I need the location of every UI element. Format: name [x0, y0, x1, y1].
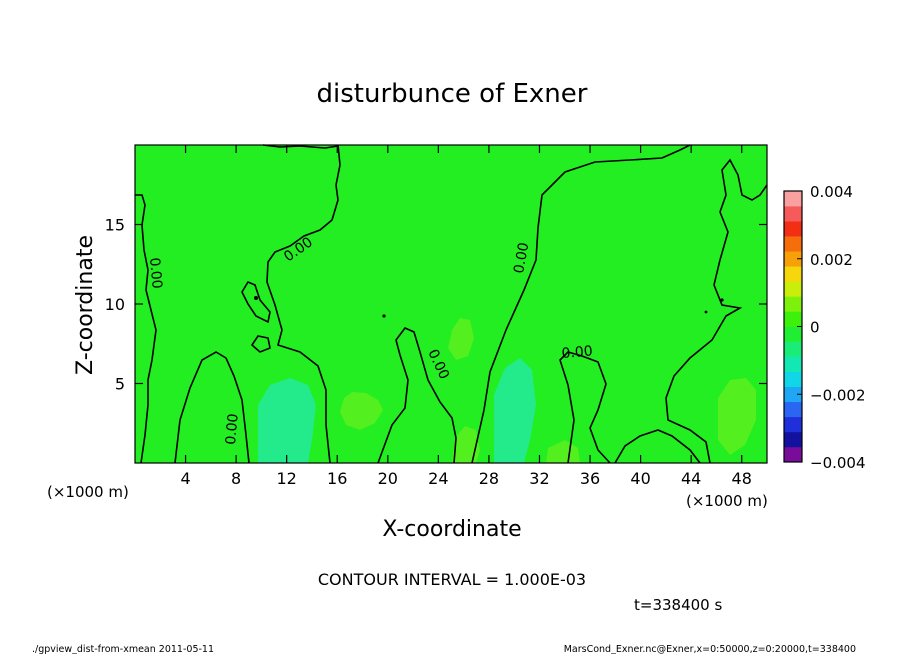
contour-line [266, 144, 341, 464]
colorbar-tick-label: −0.002 [810, 386, 866, 404]
colorbar-tick-label: 0 [810, 319, 820, 337]
y-tick-label: 15 [105, 216, 125, 235]
contour-line [174, 351, 250, 464]
colorbar-swatch [784, 356, 802, 372]
colorbar-swatch [784, 401, 802, 418]
x-unit-left: (×1000 m) [47, 483, 129, 501]
x-axis: 4 8 12 16 20 24 28 32 36 40 44 48 [180, 145, 752, 488]
colorbar-swatch [784, 281, 802, 297]
zero-contours [135, 144, 768, 464]
negative-patch [494, 358, 536, 463]
colorbar-swatch [784, 251, 802, 267]
colorbar-swatch [784, 386, 802, 403]
colorbar-swatch [784, 221, 802, 237]
colorbar-swatch [784, 206, 802, 222]
colorbar-tick-label: 0.002 [810, 251, 853, 269]
x-tick-label: 32 [529, 469, 549, 488]
speck [254, 296, 258, 300]
x-tick-label: 24 [428, 469, 448, 488]
colorbar-tick-label: −0.004 [810, 454, 866, 472]
y-tick-label: 5 [115, 375, 125, 394]
y-axis: 5 10 15 [105, 216, 767, 394]
positive-patch [718, 378, 756, 455]
x-tick-label: 40 [630, 469, 650, 488]
colorbar-swatch [784, 326, 802, 342]
colorbar-swatch [784, 416, 802, 433]
colorbar-swatch [784, 296, 802, 312]
field-background [135, 145, 767, 463]
contour-line [559, 351, 611, 464]
contour-line [614, 429, 701, 464]
x-tick-label: 28 [479, 469, 499, 488]
footer-left: ./gpview_dist-from-xmean 2011-05-11 [32, 644, 214, 654]
contour-line [665, 158, 768, 464]
x-tick-label: 20 [378, 469, 398, 488]
x-tick-label: 8 [231, 469, 241, 488]
x-tick-label: 44 [681, 469, 701, 488]
x-tick-label: 16 [327, 469, 347, 488]
positive-patches [340, 318, 756, 463]
negative-patch [258, 378, 316, 463]
positive-patch [452, 426, 480, 463]
x-unit-right: (×1000 m) [686, 492, 768, 510]
contour-label: 0.00 [223, 413, 242, 445]
contour-label: 0.00 [511, 241, 532, 274]
colorbar-swatch [784, 266, 802, 282]
contour-specks [254, 296, 724, 318]
positive-patch [448, 318, 474, 360]
chart-title: disturbunce of Exner [317, 79, 588, 109]
contour-line [377, 327, 457, 464]
speck [382, 314, 386, 318]
speck [720, 298, 724, 302]
y-axis-label: Z-coordinate [73, 235, 98, 375]
colorbar-swatch [784, 431, 802, 448]
speck [704, 310, 708, 314]
contour-line [471, 144, 691, 464]
colorbar-swatch [784, 191, 802, 207]
x-tick-label: 36 [580, 469, 600, 488]
contour-label: 0.00 [561, 343, 593, 362]
colorbar-swatch [784, 371, 802, 388]
colorbar-swatch [784, 311, 802, 327]
time-text: t=338400 s [634, 596, 722, 614]
contour-line [262, 144, 339, 149]
colorbar-swatch [784, 341, 802, 357]
contour-line [241, 280, 271, 324]
colorbar-tick-label: 0.004 [810, 183, 853, 201]
x-tick-label: 48 [732, 469, 752, 488]
contour-line [135, 194, 157, 464]
x-axis-label: X-coordinate [382, 517, 521, 542]
x-tick-label: 4 [180, 469, 190, 488]
contour-interval-text: CONTOUR INTERVAL = 1.000E-03 [318, 570, 586, 589]
contour-label: 0.00 [146, 257, 165, 289]
positive-patch [340, 392, 383, 430]
contour-line [250, 335, 271, 353]
x-tick-label: 12 [277, 469, 297, 488]
colorbar: 0.004 0.002 0 −0.002 −0.004 [783, 183, 866, 472]
colorbar-swatch [784, 446, 802, 463]
y-tick-label: 10 [105, 295, 125, 314]
footer-right: MarsCond_Exner.nc@Exner,x=0:50000,z=0:20… [564, 644, 856, 654]
positive-patch [546, 440, 580, 463]
negative-patches [258, 358, 536, 463]
colorbar-swatch [784, 236, 802, 252]
